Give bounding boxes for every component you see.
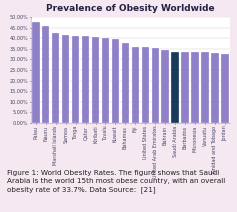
Bar — [122, 43, 129, 123]
Bar — [211, 53, 219, 123]
Bar — [181, 52, 189, 123]
Bar — [42, 26, 50, 123]
Bar — [201, 52, 209, 123]
Title: Prevalence of Obesity Worldwide: Prevalence of Obesity Worldwide — [46, 4, 215, 13]
Bar — [191, 52, 199, 123]
Bar — [161, 50, 169, 123]
Bar — [32, 22, 40, 123]
Bar — [72, 36, 79, 123]
Bar — [171, 52, 179, 123]
Bar — [132, 47, 139, 123]
Bar — [151, 48, 159, 123]
Bar — [112, 39, 119, 123]
Bar — [141, 47, 149, 123]
Bar — [82, 36, 89, 123]
Bar — [221, 54, 229, 123]
Bar — [92, 37, 99, 123]
Text: Figure 1: World Obesity Rates. The figure shows that Saudi
Arabia is the world 1: Figure 1: World Obesity Rates. The figur… — [7, 170, 225, 193]
Bar — [62, 35, 69, 123]
Bar — [52, 33, 59, 123]
Bar — [102, 38, 109, 123]
